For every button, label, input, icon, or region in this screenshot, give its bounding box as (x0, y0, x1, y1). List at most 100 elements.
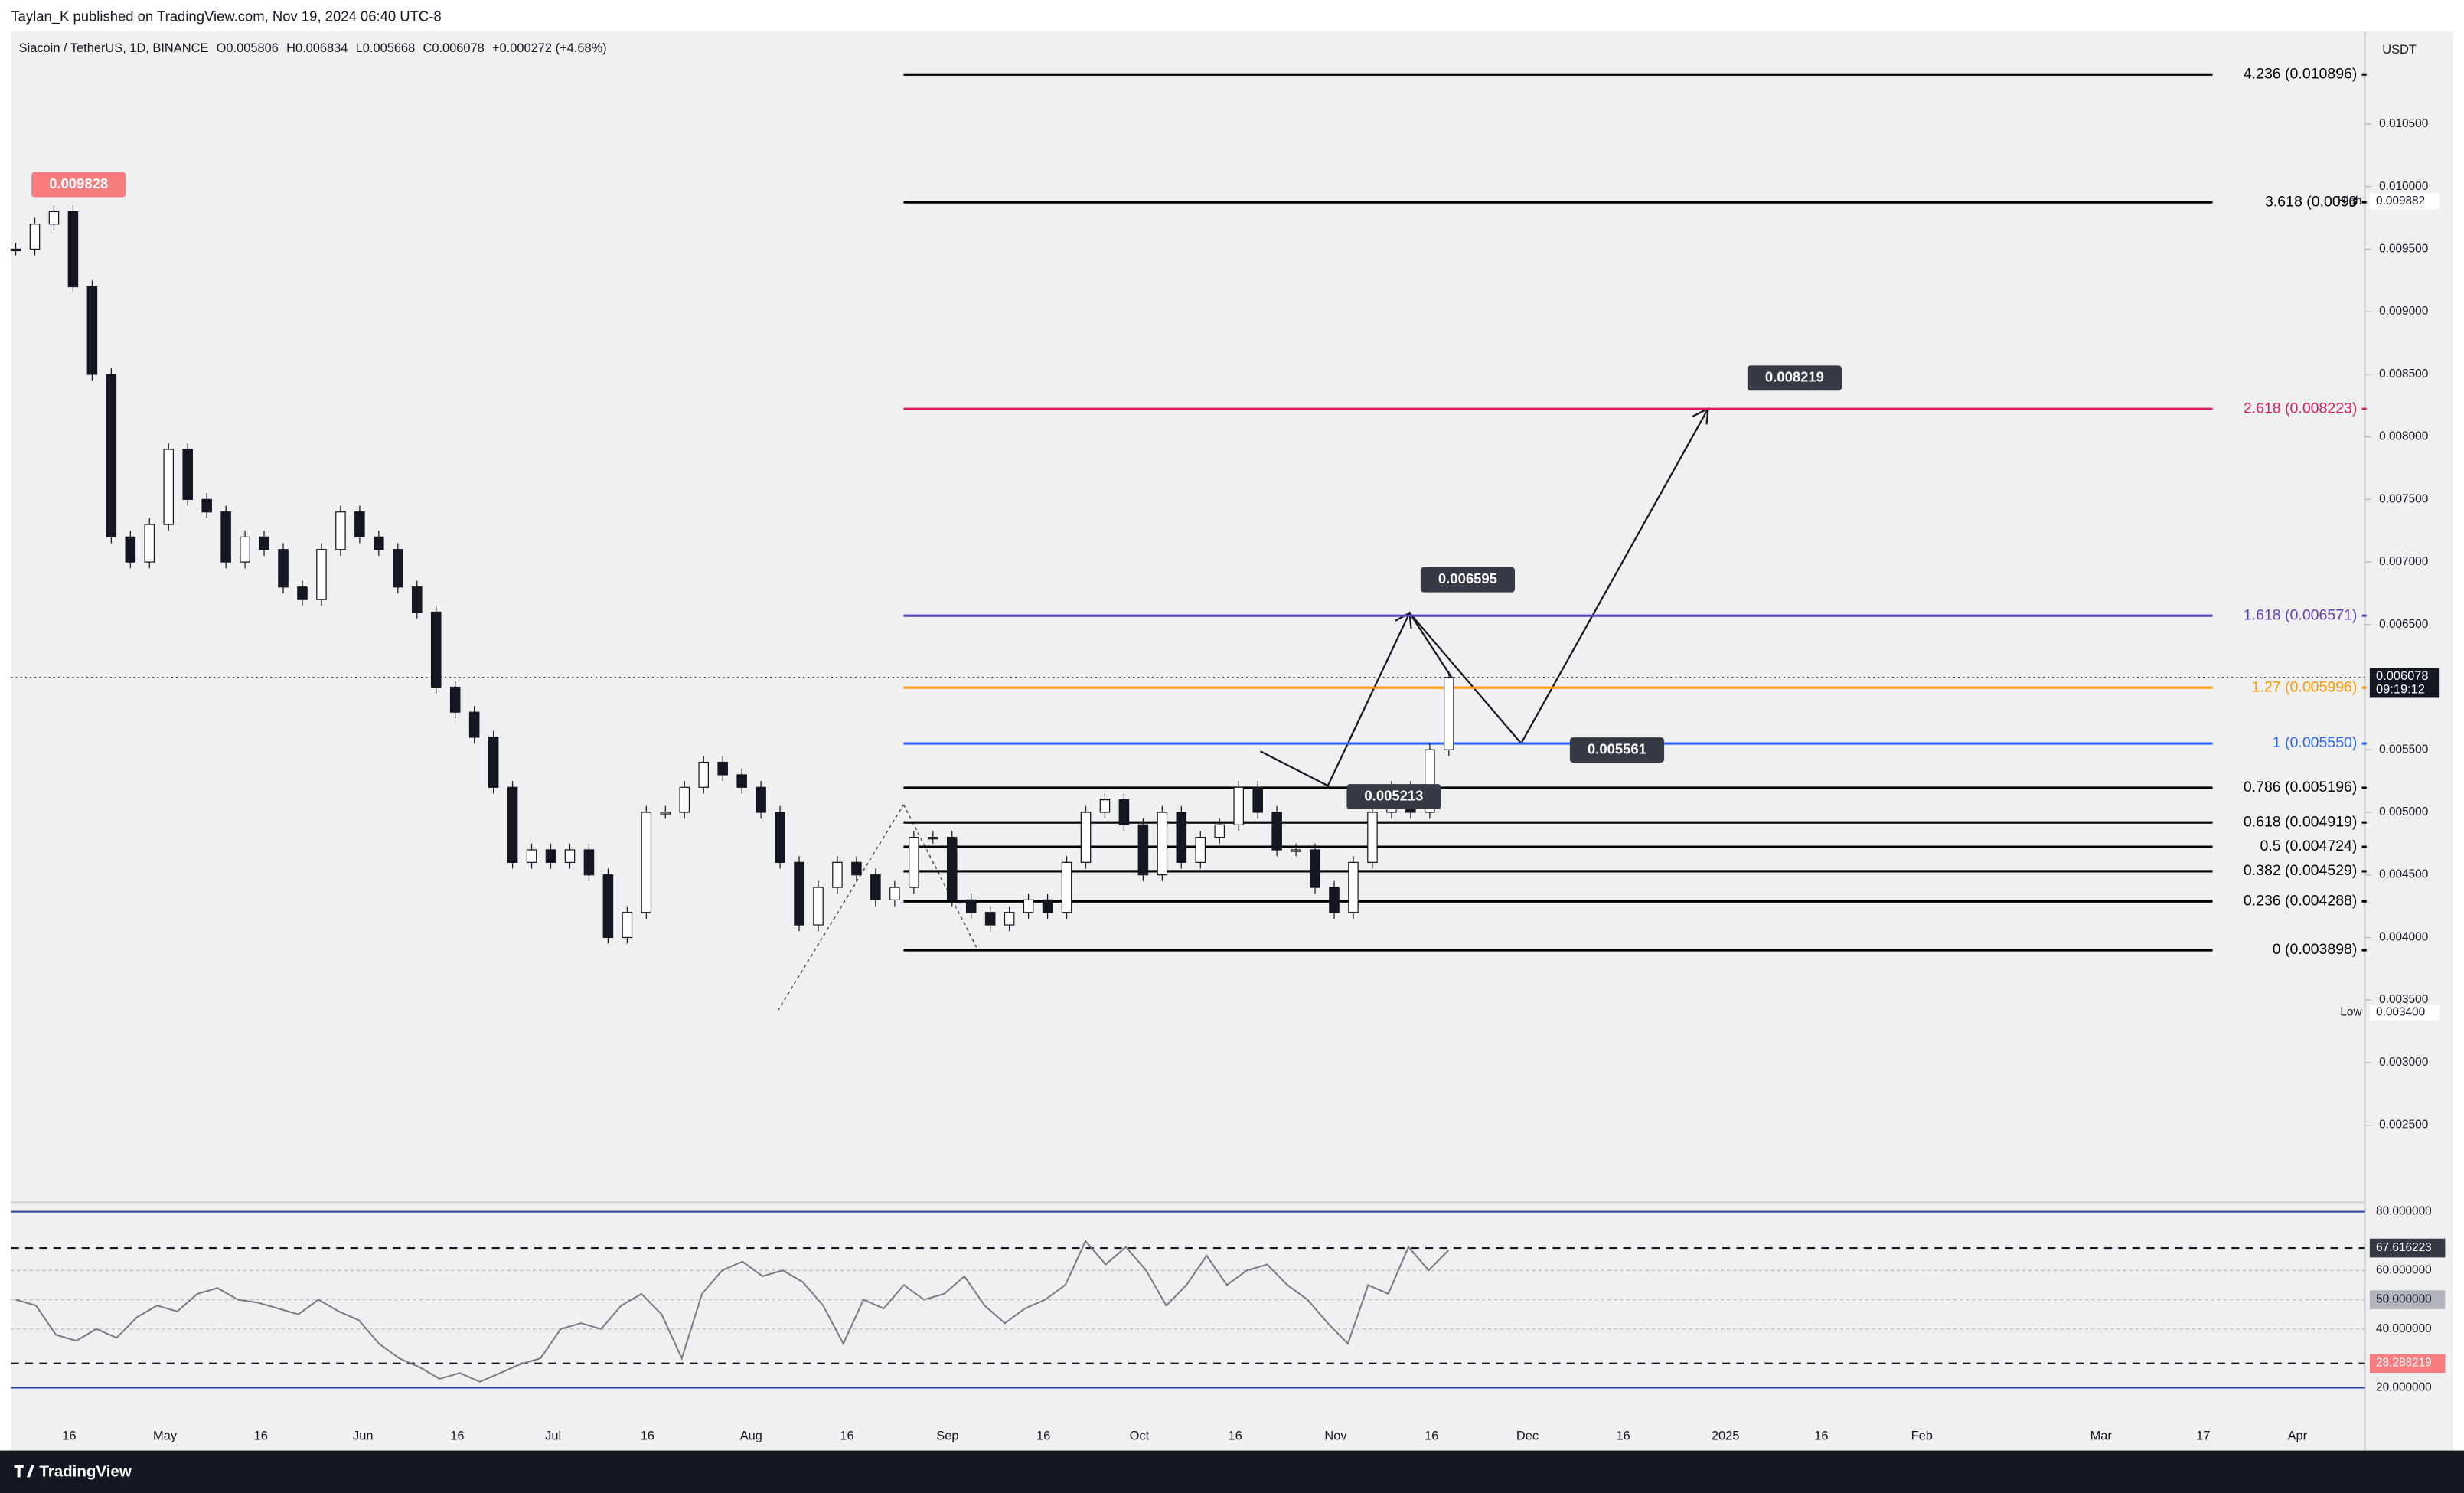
callout-label: 0.006595 (1438, 570, 1497, 586)
callout-box (31, 172, 126, 198)
candle (488, 737, 499, 788)
time-label: Oct (1130, 1429, 1150, 1442)
candle (965, 899, 977, 913)
rsi-tick-label: 60.000000 (2376, 1263, 2432, 1276)
fib-label: 3.618 (0.0098 (2265, 193, 2357, 210)
logo-icon (14, 1465, 35, 1478)
legend: Siacoin / TetherUS, 1D, BINANCE O0.005806… (19, 41, 607, 55)
candle (545, 849, 556, 863)
candle (775, 812, 785, 863)
candle (1291, 849, 1301, 852)
time-label: Aug (740, 1429, 762, 1442)
candle (1061, 861, 1072, 913)
candle (1310, 849, 1320, 888)
candle (1252, 786, 1263, 813)
candle (468, 711, 480, 738)
candle (430, 611, 442, 688)
candle (240, 536, 250, 563)
time-label: May (153, 1429, 178, 1442)
price-tick-label: 0.004500 (2379, 868, 2428, 881)
candle (660, 812, 671, 815)
candle (1099, 799, 1111, 813)
callout-box (1569, 737, 1665, 763)
countdown: 09:19:12 (2376, 683, 2425, 697)
candle (984, 912, 996, 926)
rsi-mid-badge (2369, 1290, 2446, 1309)
candle (564, 849, 576, 863)
arrow-head (1395, 611, 1412, 629)
candle (335, 511, 346, 550)
candle (411, 586, 423, 613)
candle (1137, 824, 1149, 876)
candle (106, 374, 117, 537)
price-tick-label: 0.010500 (2379, 117, 2428, 130)
candle (220, 511, 231, 563)
candle (1348, 861, 1359, 913)
candle (449, 686, 461, 713)
candle (144, 524, 155, 563)
fib-label: 1 (0.005550) (2273, 734, 2358, 751)
brand: TradingView (39, 1463, 132, 1481)
candle (928, 837, 938, 840)
candle (163, 449, 175, 525)
candle (374, 536, 384, 550)
time-label: Apr (2288, 1429, 2308, 1442)
candle (909, 837, 919, 888)
callout: 0.008219 (1747, 365, 1842, 391)
price-tick-label: 0.010000 (2379, 180, 2428, 193)
time-label: 16 (62, 1429, 76, 1442)
time-label: 16 (1036, 1429, 1050, 1442)
candle (870, 874, 881, 900)
candle (583, 849, 595, 876)
fib-label: 0 (0.003898) (2273, 941, 2358, 958)
price-tick-label: 0.003000 (2379, 1056, 2428, 1069)
time-label: Jun (353, 1429, 373, 1442)
candle (67, 211, 79, 288)
callout: 0.005213 (1346, 784, 1441, 809)
candle (1367, 812, 1378, 863)
candle (259, 536, 269, 550)
price-tick-label: 0.005500 (2379, 743, 2428, 756)
fib-label: 1.618 (0.006571) (2244, 606, 2358, 623)
candle (1233, 786, 1244, 825)
candle (1080, 812, 1092, 863)
currency-label: USDT (2382, 43, 2417, 57)
time-label: 16 (450, 1429, 464, 1442)
candle (1195, 837, 1206, 863)
chart-layer: 0.010500 0.010000 0.009500 0.009000 0.008500… (10, 65, 2446, 1442)
footer-bar (0, 1450, 2464, 1493)
candle (698, 761, 709, 788)
callout-box (1747, 365, 1842, 391)
candle (1157, 812, 1168, 876)
candle (125, 536, 136, 563)
candle (851, 861, 862, 876)
candle (1023, 899, 1034, 913)
candle (1118, 799, 1130, 825)
price-tick-label: 0.003500 (2379, 993, 2428, 1006)
candle (278, 549, 289, 588)
last-price: 0.006078 (2376, 669, 2428, 683)
candle (889, 887, 900, 900)
candle (602, 874, 614, 939)
time-label: Dec (1516, 1429, 1539, 1442)
price-tick-label: 0.007500 (2379, 492, 2428, 505)
candle (1004, 912, 1015, 926)
candle (1042, 899, 1053, 913)
candle (29, 224, 41, 250)
time-label: Feb (1911, 1429, 1933, 1442)
rsi-line (15, 1240, 1450, 1383)
candle (182, 449, 193, 500)
chart-area (11, 31, 2453, 1451)
price-tick-label: 0.009000 (2379, 305, 2428, 318)
hl-name: Low (2340, 1006, 2362, 1019)
legend-item: L0.005668 (356, 41, 416, 55)
fib-label: 0.5 (0.004724) (2260, 838, 2358, 854)
candle (48, 211, 60, 225)
trend-dotted (902, 804, 978, 950)
fib-label: 0.618 (0.004919) (2244, 813, 2358, 830)
candle (297, 586, 308, 600)
hl-value: 0.003400 (2376, 1006, 2425, 1019)
hl-value: 0.009882 (2376, 194, 2425, 207)
